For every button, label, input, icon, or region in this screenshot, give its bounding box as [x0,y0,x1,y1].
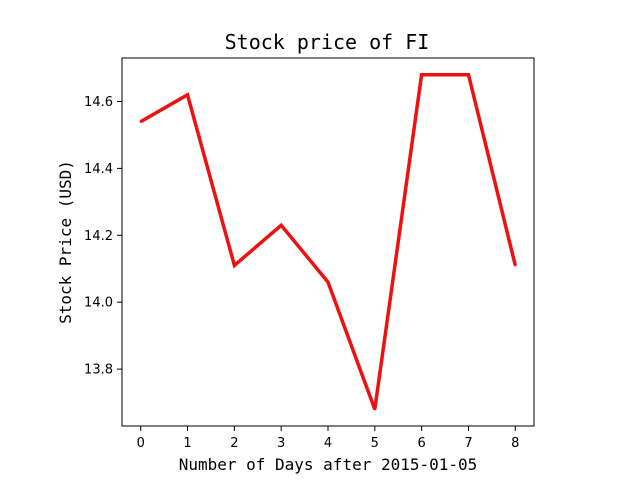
data-point [467,73,470,76]
plot-area [121,57,535,427]
x-tick-label: 5 [371,436,379,451]
y-tick-label: 13.8 [84,363,113,378]
data-point [279,224,283,227]
x-tick-label: 2 [230,436,238,451]
chart-title: Stock price of FI [225,30,430,54]
data-point [233,264,236,267]
data-point [326,280,330,284]
x-tick-label: 7 [464,436,472,451]
series-layer [139,72,517,411]
x-axis-label: Number of Days after 2015-01-05 [179,455,478,474]
x-tick-label: 8 [511,436,519,451]
x-tick-label: 3 [277,436,285,451]
x-tick-label: 1 [183,436,191,451]
x-tick-label: 0 [137,436,145,451]
data-point [514,264,517,267]
data-point [186,93,189,97]
data-point [373,408,377,411]
y-tick-label: 14.0 [84,296,113,311]
x-tick-label: 6 [417,436,425,451]
y-axis-label: Stock Price (USD) [56,160,75,324]
series-line [139,72,517,410]
data-point [420,73,423,76]
data-point [139,120,142,123]
y-tick-label: 14.6 [84,95,113,110]
y-tick-label: 14.2 [84,229,113,244]
x-tick-label: 4 [324,436,332,451]
y-axis-ticks: 13.8 14.0 14.2 14.4 14.6 [84,95,122,378]
x-axis-ticks: 0 1 2 3 4 5 6 7 8 [137,426,519,451]
y-tick-label: 14.4 [84,162,113,177]
